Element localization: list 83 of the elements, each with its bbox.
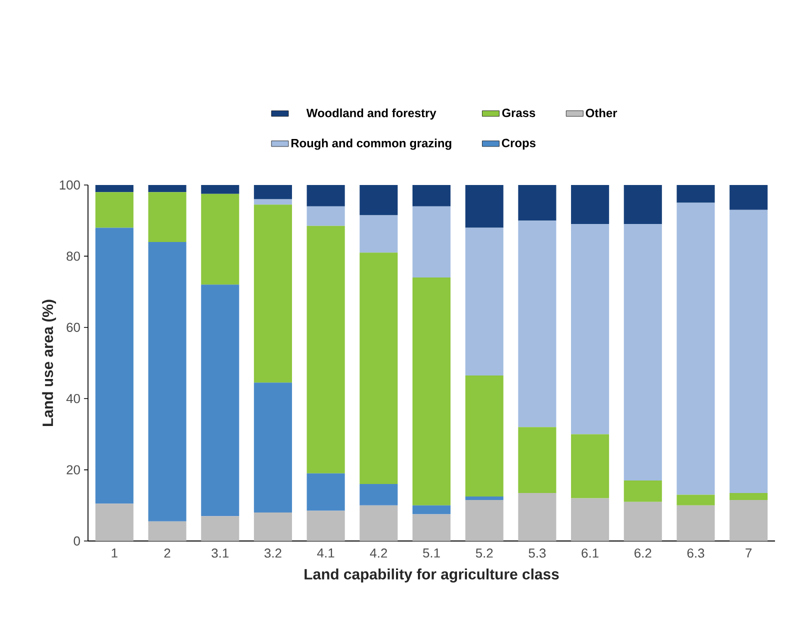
bar — [412, 514, 451, 541]
y-tick-label: 20 — [66, 465, 80, 474]
bar — [412, 206, 451, 278]
x-tick-label: 6.2 — [634, 548, 652, 558]
bar — [95, 184, 134, 192]
legend-label: Woodland and forestry — [306, 108, 436, 120]
bar — [360, 252, 398, 484]
bar — [571, 184, 610, 224]
bar — [254, 204, 292, 383]
x-tick-label: 3.1 — [212, 548, 228, 558]
x-tick-label: 5.3 — [528, 548, 546, 558]
x-tick-label: 6.3 — [687, 548, 704, 558]
x-tick-label: 3.2 — [264, 548, 282, 558]
bar — [624, 224, 662, 480]
x-tick-label: 4.1 — [317, 548, 334, 558]
bar — [148, 521, 186, 541]
bar — [254, 382, 292, 513]
legend-label: Grass — [502, 108, 536, 118]
bar — [571, 224, 610, 434]
bar — [465, 500, 504, 541]
bar — [571, 434, 610, 498]
bar — [412, 505, 451, 514]
x-axis-title: Land capability for agriculture class — [304, 568, 559, 583]
bar — [201, 184, 240, 194]
bar — [201, 516, 240, 541]
bar — [412, 184, 451, 206]
x-tick-label: 1 — [112, 548, 118, 558]
bar — [676, 184, 715, 203]
bar — [360, 215, 398, 253]
bar — [254, 199, 292, 205]
bar — [465, 375, 504, 496]
bar — [518, 427, 556, 493]
y-axis-title: Land use area (%) — [42, 300, 56, 426]
bar — [465, 228, 504, 376]
y-tick-label: 100 — [60, 180, 80, 190]
bar — [730, 500, 768, 541]
x-tick-label: 6.1 — [582, 548, 598, 558]
legend-label: Rough and common grazing — [291, 138, 452, 150]
bar — [306, 473, 345, 511]
bar — [518, 492, 556, 541]
bar — [465, 496, 504, 500]
bar — [148, 192, 186, 242]
x-tick-label: 2 — [164, 548, 170, 558]
bar — [676, 202, 715, 495]
bar — [95, 192, 134, 228]
x-tick-label: 4.2 — [370, 548, 388, 558]
bar — [518, 184, 556, 221]
bar — [412, 278, 451, 506]
bar — [306, 206, 345, 226]
y-tick-label: 0 — [74, 536, 80, 546]
bar — [306, 184, 345, 206]
bar — [306, 226, 345, 474]
bar — [148, 184, 186, 192]
bar — [95, 228, 134, 504]
bar — [730, 210, 768, 493]
bar — [518, 220, 556, 428]
bar — [360, 484, 398, 506]
bar — [465, 184, 504, 228]
bar — [360, 505, 398, 541]
x-tick-label: 7 — [746, 548, 752, 558]
x-tick-label: 5.1 — [423, 548, 440, 558]
bar — [254, 512, 292, 541]
x-tick-label: 5.2 — [476, 548, 493, 558]
bar — [201, 194, 240, 285]
bar — [730, 492, 768, 500]
bar — [254, 184, 292, 200]
bar — [95, 504, 134, 541]
bar — [624, 502, 662, 541]
legend-label: Crops — [502, 138, 536, 150]
y-tick-label: 80 — [66, 252, 80, 261]
y-tick-label: 40 — [66, 394, 80, 404]
bar — [676, 494, 715, 506]
bar — [148, 242, 186, 522]
bar — [624, 480, 662, 502]
bar — [360, 184, 398, 216]
legend-label: Other — [586, 108, 618, 118]
bar — [676, 505, 715, 541]
bar — [571, 498, 610, 541]
bar — [201, 284, 240, 516]
bar — [730, 184, 768, 210]
y-tick-label: 60 — [66, 322, 80, 332]
bar — [624, 184, 662, 224]
bar — [306, 510, 345, 541]
